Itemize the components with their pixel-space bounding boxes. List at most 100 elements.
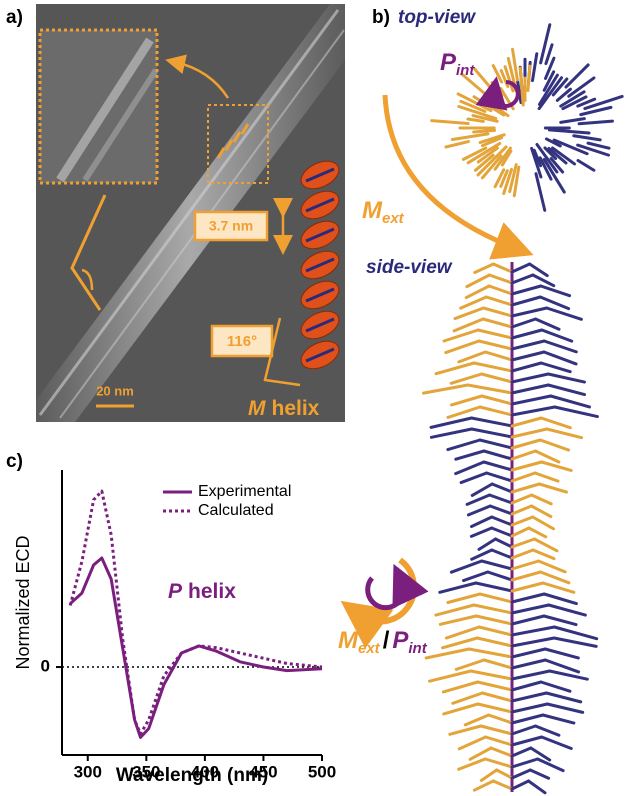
bond <box>468 506 490 515</box>
subscript: int <box>408 640 427 657</box>
x-axis-label: Wavelength (nm) <box>116 765 268 786</box>
bond <box>541 286 570 296</box>
bond <box>459 352 486 362</box>
bond <box>456 660 484 669</box>
bond <box>467 495 489 504</box>
bond <box>512 781 529 789</box>
bond <box>546 45 552 64</box>
bond <box>477 638 512 646</box>
bond <box>578 160 594 170</box>
bond <box>544 594 576 604</box>
bond <box>512 715 543 723</box>
bond <box>548 374 584 382</box>
bond <box>512 440 540 448</box>
bond <box>539 78 561 109</box>
bond <box>440 583 476 592</box>
bond <box>512 506 531 514</box>
bond <box>446 142 468 147</box>
bond <box>512 605 549 613</box>
bond <box>536 319 560 329</box>
subscript: ext <box>382 210 405 227</box>
bond <box>485 352 512 360</box>
bond <box>512 495 532 503</box>
bond <box>512 264 530 272</box>
helix-word: helix <box>272 397 320 420</box>
bond <box>471 528 491 536</box>
pitch-label: 3.7 nm <box>209 218 253 234</box>
bond <box>467 275 490 287</box>
bond <box>479 627 512 635</box>
bond <box>512 330 542 338</box>
helix-symbol: M <box>248 397 266 420</box>
bond <box>459 759 486 769</box>
bond <box>541 682 570 691</box>
bond <box>547 704 582 712</box>
bond <box>540 440 568 450</box>
bond <box>492 517 512 525</box>
bond <box>474 781 493 790</box>
bond <box>554 627 596 639</box>
bond <box>544 352 576 364</box>
bond <box>512 748 531 756</box>
view-label: top-view <box>398 7 476 28</box>
bond <box>550 671 588 679</box>
bond <box>476 616 512 624</box>
bond <box>512 396 551 404</box>
bond <box>493 781 512 789</box>
bond <box>512 671 550 679</box>
bond <box>436 363 474 374</box>
bond <box>512 660 545 668</box>
bond <box>512 649 545 657</box>
bond <box>481 770 496 780</box>
bond <box>489 715 512 723</box>
subscript: int <box>456 62 475 79</box>
bond <box>448 594 480 602</box>
bond <box>484 660 512 668</box>
bond <box>474 363 512 371</box>
bond <box>476 583 512 591</box>
panel-label: b) <box>372 7 390 28</box>
x-tick-label: 300 <box>74 762 102 781</box>
bond <box>512 627 554 635</box>
figure: a) 3.7 nm 116° 20 nm Mhelix b) top-view … <box>0 0 642 796</box>
bond <box>484 462 512 470</box>
symbol: P <box>168 580 183 603</box>
bond <box>453 693 483 703</box>
bond <box>489 286 512 294</box>
bond <box>472 550 492 559</box>
bond <box>512 407 555 415</box>
bond <box>489 275 512 283</box>
bond <box>531 506 550 517</box>
bond <box>491 748 512 756</box>
p-int-label: Pint <box>440 49 475 79</box>
bond <box>431 418 471 427</box>
bond <box>543 583 574 592</box>
bond <box>452 396 482 405</box>
bond <box>426 649 469 658</box>
bond <box>549 605 586 615</box>
bond <box>533 550 554 559</box>
symbol: M <box>338 627 359 654</box>
bond <box>456 451 484 459</box>
bond <box>479 539 495 549</box>
bond <box>512 759 538 767</box>
rotation-arrow <box>368 578 404 608</box>
word: helix <box>188 580 236 603</box>
bond <box>486 297 512 305</box>
legend-label: Calculated <box>198 502 274 519</box>
view-label: side-view <box>366 257 453 278</box>
symbol: P <box>440 49 457 76</box>
bond <box>533 275 554 286</box>
bond <box>474 605 512 613</box>
bond <box>512 473 535 481</box>
bond <box>478 704 512 712</box>
bond <box>544 341 576 352</box>
bond <box>512 726 535 734</box>
molecular-model <box>423 25 622 793</box>
bond <box>464 572 488 581</box>
bond <box>533 517 554 529</box>
bond <box>529 528 546 537</box>
bond <box>469 649 512 657</box>
bond <box>512 297 540 305</box>
bond <box>532 495 552 504</box>
